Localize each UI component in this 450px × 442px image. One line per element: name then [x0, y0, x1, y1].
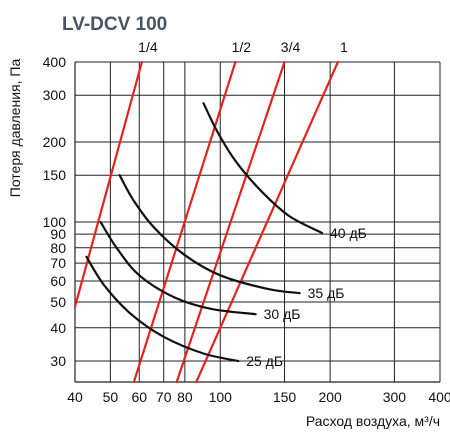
y-tick-label: 70: [50, 255, 66, 271]
series-labels: 1/4 1/2 3/4 1 40 дБ 35 дБ 30 дБ 25 дБ: [138, 39, 367, 369]
x-tick-label: 50: [103, 389, 119, 405]
x-tick-label: 40: [67, 389, 83, 405]
series-line-noise: [202, 102, 324, 234]
series-label-noise: 25 дБ: [246, 353, 283, 369]
series-label-opening: 1/2: [232, 39, 252, 55]
y-tick-label: 60: [50, 273, 66, 289]
series-line-opening: [73, 60, 143, 308]
x-tick-label: 150: [273, 389, 297, 405]
y-tick-label: 80: [50, 240, 66, 256]
y-tick-label: 300: [43, 87, 67, 103]
y-tick-label: 400: [43, 54, 67, 70]
series-line-noise: [85, 255, 240, 363]
series-label-noise: 30 дБ: [264, 306, 301, 322]
series-line-opening: [175, 60, 286, 384]
y-tick-label: 90: [50, 226, 66, 242]
grid: [74, 61, 441, 383]
y-tick-label: 150: [43, 167, 67, 183]
tick-labels: 40 50 60 70 80 100 150 200 300 400304050607080901…: [43, 54, 450, 405]
series-label-noise: 40 дБ: [330, 225, 367, 241]
series-line-opening: [195, 60, 339, 384]
series-label-opening: 3/4: [281, 39, 301, 55]
x-tick-label: 60: [131, 389, 147, 405]
y-tick-label: 50: [50, 294, 66, 310]
x-axis-label: Расход воздуха, м³/ч: [306, 413, 440, 429]
x-tick-label: 80: [177, 389, 193, 405]
series-label-opening: 1: [340, 39, 348, 55]
y-axis-label: Потеря давления, Па: [7, 59, 23, 198]
x-tick-label: 300: [383, 389, 407, 405]
y-tick-label: 100: [43, 214, 67, 230]
series: [73, 60, 339, 384]
y-tick-label: 40: [50, 320, 66, 336]
series-line-noise: [99, 220, 257, 316]
x-tick-label: 100: [209, 389, 233, 405]
y-tick-label: 200: [43, 134, 67, 150]
y-tick-label: 30: [50, 353, 66, 369]
series-line-noise: [118, 174, 301, 295]
x-tick-label: 400: [428, 389, 450, 405]
series-label-noise: 35 дБ: [308, 285, 345, 301]
x-tick-label: 200: [318, 389, 342, 405]
series-label-opening: 1/4: [138, 39, 158, 55]
chart-title: LV-DCV 100: [62, 14, 167, 35]
x-tick-label: 70: [156, 389, 172, 405]
